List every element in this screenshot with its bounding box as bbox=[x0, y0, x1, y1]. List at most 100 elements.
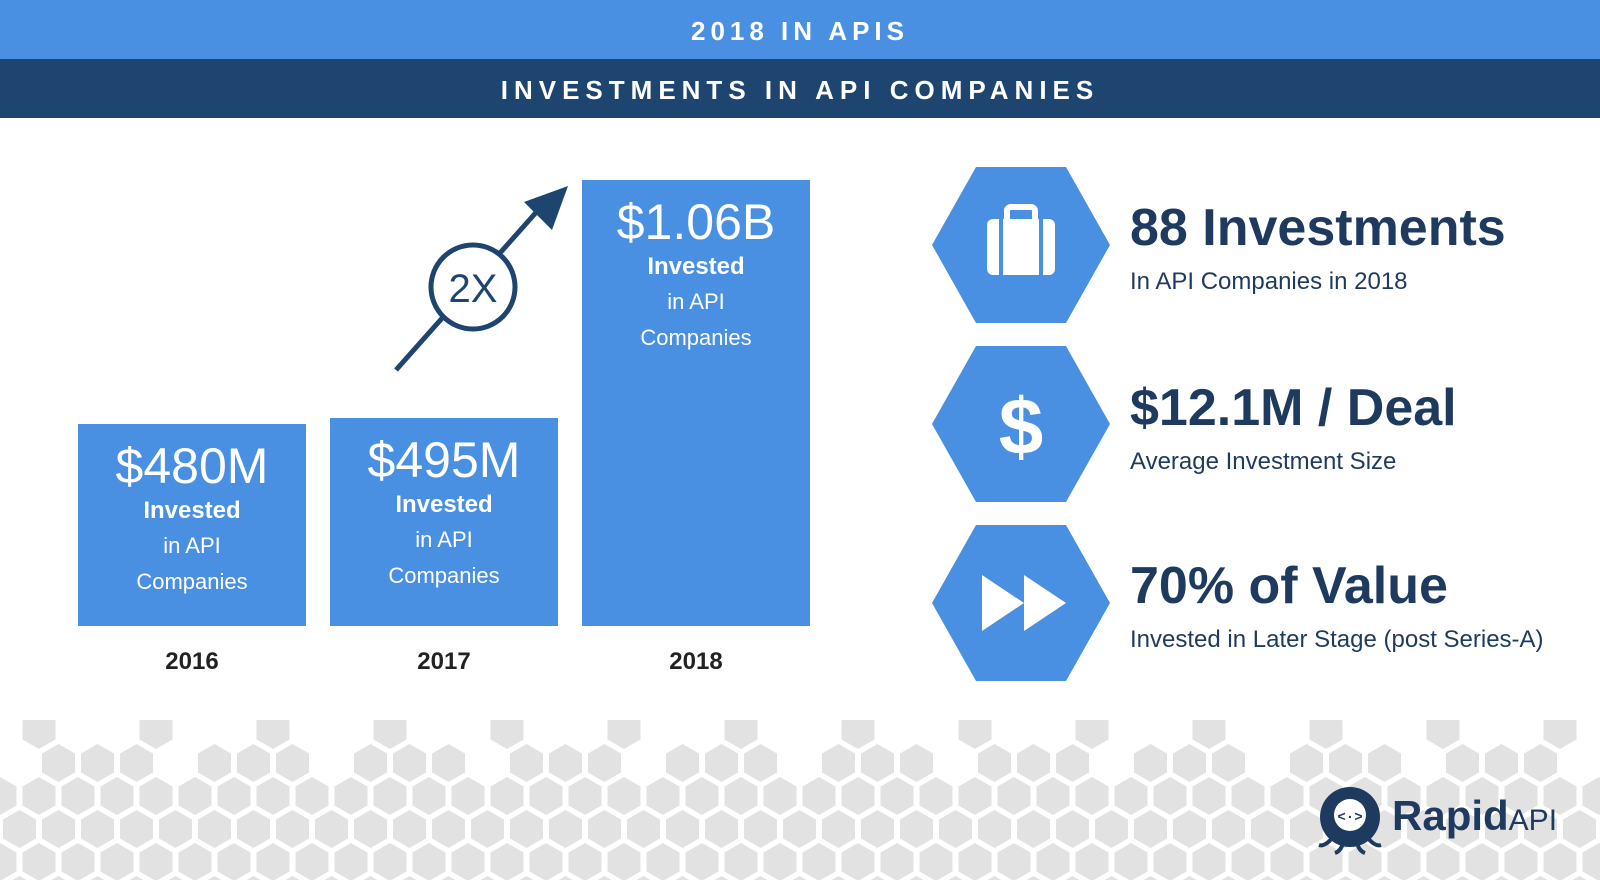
bar-caption-bold: Invested bbox=[143, 497, 241, 524]
pattern-hexagon bbox=[987, 876, 1002, 880]
pattern-hexagon bbox=[159, 810, 192, 848]
pattern-hexagon bbox=[958, 843, 992, 880]
pattern-hexagon bbox=[51, 876, 66, 880]
pattern-hexagon bbox=[900, 744, 933, 782]
pattern-hexagon bbox=[666, 810, 699, 848]
bar-2018: $1.06B Invested in API Companies bbox=[582, 180, 810, 626]
pattern-hexagon bbox=[100, 843, 134, 880]
pattern-hexagon bbox=[1017, 744, 1050, 782]
pattern-hexagon bbox=[3, 810, 36, 848]
pattern-hexagon bbox=[1056, 810, 1089, 848]
pattern-hexagon bbox=[607, 777, 641, 815]
bar-caption-line: in API bbox=[667, 289, 725, 314]
pattern-hexagon bbox=[1036, 843, 1070, 880]
pattern-hexagon bbox=[1543, 843, 1577, 880]
pattern-hexagon bbox=[1572, 876, 1587, 880]
bar-value-label: $1.06B bbox=[616, 194, 776, 250]
pattern-hexagon bbox=[0, 777, 17, 815]
pattern-hexagon bbox=[1075, 720, 1109, 749]
fast-forward-hex bbox=[932, 525, 1110, 681]
pattern-hexagon bbox=[1485, 810, 1518, 848]
pattern-hexagon bbox=[1036, 777, 1070, 815]
pattern-hexagon bbox=[1251, 810, 1284, 848]
pattern-hexagon bbox=[1426, 843, 1460, 880]
pattern-hexagon bbox=[627, 810, 660, 848]
pattern-hexagon bbox=[1387, 777, 1421, 815]
pattern-hexagon bbox=[909, 876, 924, 880]
pattern-hexagon bbox=[1231, 777, 1265, 815]
pattern-hexagon bbox=[705, 744, 738, 782]
pattern-hexagon bbox=[1065, 876, 1080, 880]
pattern-hexagon bbox=[958, 777, 992, 815]
pattern-hexagon bbox=[432, 810, 465, 848]
bar-caption-line: Companies bbox=[388, 563, 500, 588]
pattern-hexagon bbox=[685, 777, 719, 815]
pattern-hexagon bbox=[363, 876, 378, 880]
pattern-hexagon bbox=[1192, 777, 1226, 815]
pattern-hexagon bbox=[1455, 876, 1470, 880]
pattern-hexagon bbox=[1426, 720, 1460, 749]
pattern-hexagon bbox=[1504, 843, 1538, 880]
pattern-hexagon bbox=[393, 810, 426, 848]
x-tick-label: 2017 bbox=[417, 648, 471, 675]
pattern-hexagon bbox=[1182, 876, 1197, 880]
pattern-hexagon bbox=[646, 843, 680, 880]
pattern-hexagon bbox=[880, 777, 914, 815]
pattern-hexagon bbox=[432, 744, 465, 782]
pattern-hexagon bbox=[705, 810, 738, 848]
pattern-hexagon bbox=[129, 876, 144, 880]
pattern-hexagon bbox=[1192, 720, 1226, 749]
pattern-hexagon bbox=[100, 777, 134, 815]
stat-subtitle: In API Companies in 2018 bbox=[1130, 268, 1408, 295]
pattern-hexagon bbox=[529, 843, 563, 880]
bar-value-label: $495M bbox=[367, 432, 521, 488]
pattern-hexagon bbox=[510, 810, 543, 848]
pattern-hexagon bbox=[666, 744, 699, 782]
pattern-hexagon bbox=[120, 744, 153, 782]
bar-caption-line: Companies bbox=[136, 569, 248, 594]
pattern-hexagon bbox=[198, 810, 231, 848]
bar-caption-line: in API bbox=[163, 533, 221, 558]
pattern-hexagon bbox=[471, 810, 504, 848]
pattern-hexagon bbox=[1056, 744, 1089, 782]
pattern-hexagon bbox=[1446, 744, 1479, 782]
pattern-hexagon bbox=[870, 876, 885, 880]
logo-wordmark: RapidAPI bbox=[1392, 792, 1557, 840]
pattern-hexagon bbox=[783, 810, 816, 848]
pattern-hexagon bbox=[217, 843, 251, 880]
pattern-hexagon bbox=[393, 744, 426, 782]
pattern-hexagon bbox=[61, 777, 95, 815]
pattern-hexagon bbox=[1299, 876, 1314, 880]
pattern-hexagon bbox=[276, 810, 309, 848]
pattern-hexagon bbox=[588, 744, 621, 782]
pattern-hexagon bbox=[22, 777, 56, 815]
pattern-hexagon bbox=[714, 876, 729, 880]
pattern-hexagon bbox=[1104, 876, 1119, 880]
pattern-hexagon bbox=[237, 810, 270, 848]
briefcase-icon bbox=[987, 204, 1055, 275]
pattern-hexagon bbox=[919, 777, 953, 815]
fast-forward-icon bbox=[982, 575, 1066, 631]
pattern-hexagon bbox=[256, 777, 290, 815]
pattern-hexagon bbox=[685, 843, 719, 880]
stat-title: 70% of Value bbox=[1130, 557, 1448, 615]
pattern-hexagon bbox=[1485, 744, 1518, 782]
pattern-hexagon bbox=[1270, 777, 1304, 815]
pattern-hexagon bbox=[168, 876, 183, 880]
pattern-hexagon bbox=[558, 876, 573, 880]
pattern-hexagon bbox=[607, 843, 641, 880]
pattern-hexagon bbox=[207, 876, 222, 880]
pattern-hexagon bbox=[744, 810, 777, 848]
pattern-hexagon bbox=[285, 876, 300, 880]
growth-badge-label: 2X bbox=[449, 267, 498, 311]
pattern-hexagon bbox=[948, 876, 963, 880]
pattern-hexagon bbox=[276, 744, 309, 782]
pattern-hexagon bbox=[1446, 810, 1479, 848]
dollar-hex: $ bbox=[932, 346, 1110, 502]
pattern-hexagon bbox=[1075, 777, 1109, 815]
pattern-hexagon bbox=[1026, 876, 1041, 880]
pattern-hexagon bbox=[978, 744, 1011, 782]
pattern-hexagon bbox=[0, 843, 17, 880]
pattern-hexagon bbox=[1416, 876, 1431, 880]
